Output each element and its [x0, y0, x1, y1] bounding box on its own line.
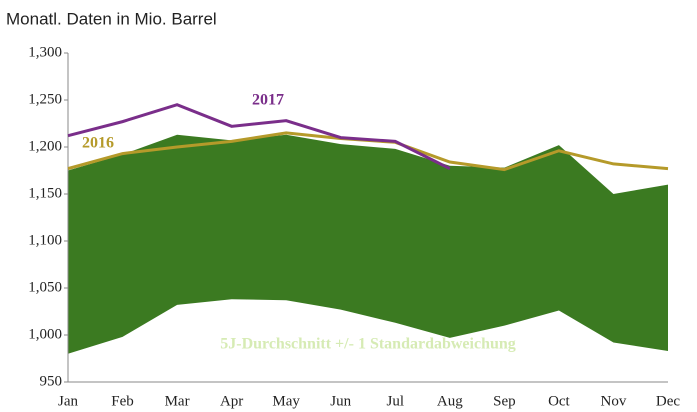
- x-tick-label: Jun: [330, 393, 351, 409]
- x-tick-label: May: [272, 393, 300, 409]
- x-tick-label: Apr: [220, 393, 243, 409]
- x-tick-label: Jul: [387, 393, 405, 409]
- series-label: 2016: [82, 135, 114, 152]
- x-tick-label: Dec: [656, 393, 680, 409]
- x-tick-label: Feb: [111, 393, 134, 409]
- series-label: 2017: [252, 92, 284, 109]
- y-tick-label: 1,300: [28, 44, 62, 60]
- band-area: [68, 134, 668, 354]
- y-tick-label: 950: [40, 373, 63, 389]
- chart-title: Monatl. Daten in Mio. Barrel: [6, 9, 217, 28]
- y-tick-label: 1,100: [28, 232, 62, 248]
- line-series: [67, 103, 451, 170]
- x-tick-label: Jan: [58, 393, 78, 409]
- y-tick-label: 1,000: [28, 326, 62, 342]
- y-tick-label: 1,050: [28, 279, 62, 295]
- x-tick-label: Aug: [437, 393, 463, 409]
- x-tick-label: Nov: [601, 393, 627, 409]
- x-tick-label: Sep: [493, 393, 516, 409]
- band-label: 5J-Durchschnitt +/- 1 Standardabweichung: [220, 336, 516, 353]
- x-tick-label: Mar: [165, 393, 190, 409]
- x-tick-label: Oct: [548, 393, 570, 409]
- y-tick-label: 1,250: [28, 91, 62, 107]
- y-tick-label: 1,150: [28, 185, 62, 201]
- y-tick-label: 1,200: [28, 138, 62, 154]
